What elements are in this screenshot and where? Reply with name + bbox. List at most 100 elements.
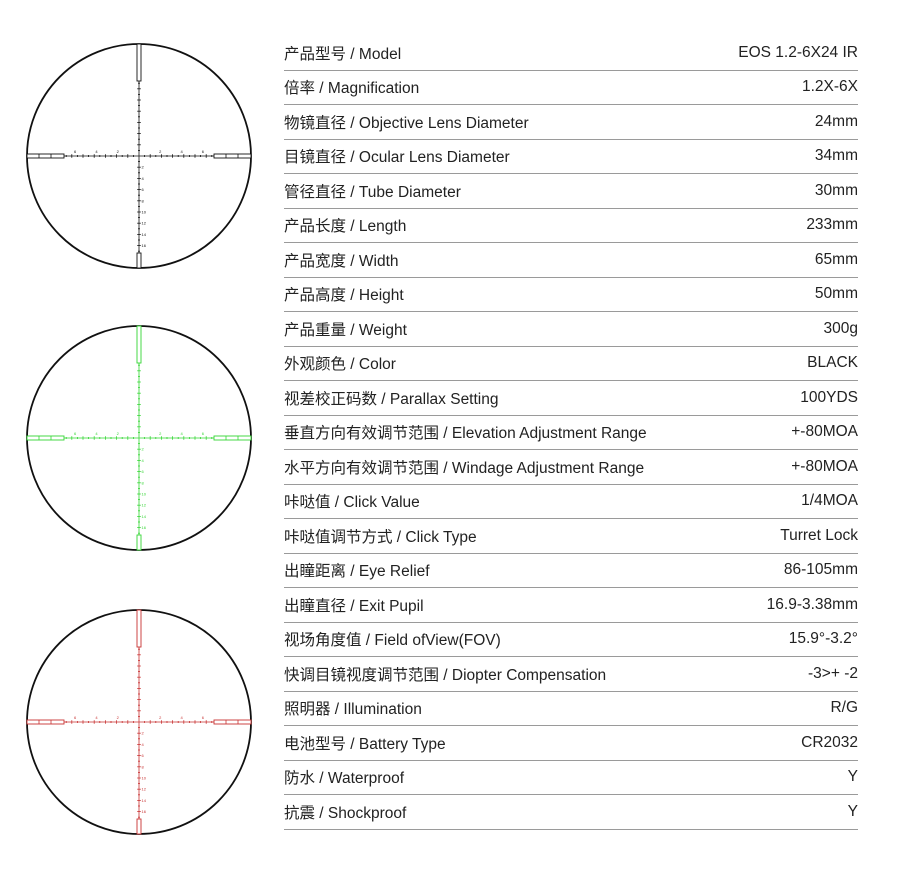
- spec-label: 咔哒值调节方式 / Click Type: [284, 528, 477, 546]
- reticle-green: 6 4 2 2 4 6 2 4 6 8 10 12 14 16: [24, 323, 254, 553]
- right-post: [213, 153, 252, 159]
- left-post: [26, 435, 65, 441]
- spec-row: 管径直径 / Tube Diameter 30mm: [284, 174, 858, 209]
- spec-value: 233mm: [806, 216, 858, 234]
- spec-row: 电池型号 / Battery Type CR2032: [284, 726, 858, 761]
- spec-label: 视场角度值 / Field ofView(FOV): [284, 632, 501, 650]
- spec-row: 外观颜色 / Color BLACK: [284, 347, 858, 381]
- top-post: [136, 43, 142, 82]
- spec-row: 水平方向有效调节范围 / Windage Adjustment Range +-8…: [284, 450, 858, 485]
- spec-value: CR2032: [801, 733, 858, 751]
- v-tick-label: 12: [142, 221, 147, 226]
- spec-label: 快调目镜视度调节范围 / Diopter Compensation: [284, 666, 607, 684]
- h-tick-label: 2: [117, 715, 120, 720]
- spec-label: 水平方向有效调节范围 / Windage Adjustment Range: [284, 459, 645, 477]
- spec-value: 24mm: [814, 112, 858, 130]
- spec-row: 出瞳距离 / Eye Relief 86-105mm: [284, 554, 858, 588]
- spec-row: 出瞳直径 / Exit Pupil 16.9-3.38mm: [284, 588, 858, 623]
- spec-value: 16.9-3.38mm: [766, 595, 858, 613]
- top-post: [136, 609, 142, 648]
- spec-label: 外观颜色 / Color: [284, 356, 396, 374]
- v-tick-label: 8: [142, 480, 145, 485]
- spec-label: 产品型号 / Model: [284, 45, 402, 63]
- v-tick-label: 6: [142, 187, 145, 192]
- v-tick-label: 8: [142, 198, 145, 203]
- spec-value: +-80MOA: [791, 423, 858, 441]
- h-tick-label: 4: [180, 149, 183, 154]
- reticle-red: 6 4 2 2 4 6 2 4 6 8 10 12 14 16: [24, 607, 254, 837]
- bottom-post: [136, 252, 142, 269]
- spec-value: 1/4MOA: [801, 492, 858, 510]
- spec-label: 防水 / Waterproof: [284, 770, 405, 788]
- top-post: [136, 325, 142, 364]
- left-post: [26, 153, 65, 159]
- spec-label: 产品重量 / Weight: [284, 321, 407, 339]
- h-tick-label: 4: [180, 715, 183, 720]
- v-tick-label: 12: [142, 503, 147, 508]
- spec-label: 咔哒值 / Click Value: [284, 494, 420, 512]
- reticle-svg: 6 4 2 2 4 6 2 4 6 8 10 12 14 16: [26, 609, 252, 835]
- h-tick-label: 4: [95, 431, 98, 436]
- spec-label: 出瞳直径 / Exit Pupil: [284, 597, 424, 615]
- spec-value: 300g: [823, 319, 858, 337]
- spec-label: 物镜直径 / Objective Lens Diameter: [284, 114, 529, 132]
- left-post: [26, 719, 65, 725]
- spec-row: 咔哒值 / Click Value 1/4MOA: [284, 485, 858, 519]
- spec-label: 抗震 / Shockproof: [284, 804, 407, 822]
- spec-label: 电池型号 / Battery Type: [284, 735, 446, 753]
- bottom-post: [136, 534, 142, 551]
- v-tick-label: 6: [142, 469, 145, 474]
- h-tick-label: 6: [202, 149, 205, 154]
- spec-row: 垂直方向有效调节范围 / Elevation Adjustment Range +…: [284, 416, 858, 450]
- spec-value: Turret Lock: [780, 526, 858, 544]
- v-tick-label: 8: [142, 764, 145, 769]
- spec-row: 目镜直径 / Ocular Lens Diameter 34mm: [284, 140, 858, 174]
- v-tick-label: 16: [142, 809, 147, 814]
- spec-row: 物镜直径 / Objective Lens Diameter 24mm: [284, 105, 858, 140]
- spec-value: -3>+ -2: [808, 664, 858, 682]
- spec-value: 34mm: [814, 147, 858, 165]
- spec-value: 1.2X-6X: [801, 78, 858, 96]
- spec-value: Y: [847, 802, 858, 820]
- h-tick-label: 4: [95, 149, 98, 154]
- spec-label: 产品高度 / Height: [284, 287, 404, 305]
- h-tick-label: 2: [117, 431, 120, 436]
- spec-value: +-80MOA: [791, 457, 858, 475]
- spec-value: 86-105mm: [783, 561, 858, 579]
- h-tick-label: 6: [74, 149, 77, 154]
- bottom-post: [136, 818, 142, 835]
- spec-value: 30mm: [814, 181, 858, 199]
- v-tick-label: 4: [142, 742, 145, 747]
- reticle-svg: 6 4 2 2 4 6 2 4 6 8 10 12 14 16: [26, 325, 252, 551]
- spec-row: 产品高度 / Height 50mm: [284, 278, 858, 312]
- spec-row: 视差校正码数 / Parallax Setting 100YDS: [284, 381, 858, 416]
- v-tick-label: 10: [142, 492, 147, 497]
- spec-label: 倍率 / Magnification: [284, 80, 420, 98]
- spec-value: BLACK: [807, 354, 858, 372]
- spec-row: 防水 / Waterproof Y: [284, 761, 858, 795]
- v-tick-label: 10: [142, 210, 147, 215]
- spec-value: EOS 1.2-6X24 IR: [738, 43, 858, 61]
- v-tick-label: 2: [142, 165, 145, 170]
- v-tick-label: 4: [142, 176, 145, 181]
- v-tick-label: 6: [142, 753, 145, 758]
- v-tick-label: 16: [142, 525, 147, 530]
- spec-value: R/G: [830, 699, 858, 717]
- h-tick-label: 2: [159, 715, 162, 720]
- h-tick-label: 2: [159, 149, 162, 154]
- v-tick-label: 14: [142, 798, 147, 803]
- spec-row: 视场角度值 / Field ofView(FOV) 15.9°-3.2°: [284, 623, 858, 657]
- reticle-black: 6 4 2 2 4 6 2 4 6 8 10 12 14 16: [24, 41, 254, 271]
- right-post: [213, 435, 252, 441]
- v-tick-label: 10: [142, 776, 147, 781]
- spec-value: 50mm: [814, 285, 858, 303]
- spec-label: 产品长度 / Length: [284, 218, 407, 236]
- spec-row: 快调目镜视度调节范围 / Diopter Compensation -3>+ -2: [284, 657, 858, 692]
- spec-value: Y: [847, 768, 858, 786]
- spec-row: 产品型号 / Model EOS 1.2-6X24 IR: [284, 36, 858, 71]
- reticle-svg: 6 4 2 2 4 6 2 4 6 8 10 12 14 16: [26, 43, 252, 269]
- right-post: [213, 719, 252, 725]
- h-tick-label: 4: [95, 715, 98, 720]
- v-tick-label: 12: [142, 787, 147, 792]
- spec-row: 倍率 / Magnification 1.2X-6X: [284, 71, 858, 105]
